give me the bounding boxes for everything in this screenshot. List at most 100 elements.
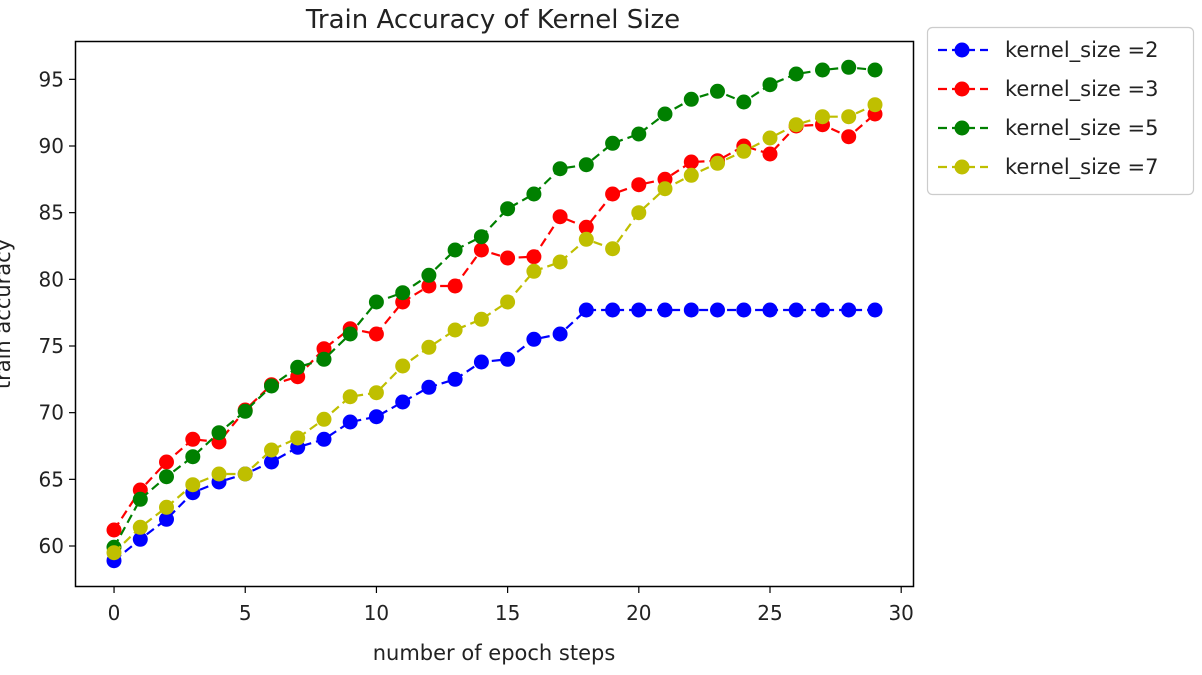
series-3 — [106, 59, 883, 555]
y-tick-label: 65 — [39, 467, 64, 491]
data-point — [132, 491, 148, 507]
x-tick-label: 30 — [888, 601, 913, 625]
legend-entry-3: kernel_size =5 — [938, 116, 1159, 141]
data-point — [867, 62, 883, 78]
data-point — [578, 219, 594, 235]
data-point — [500, 294, 516, 310]
data-point — [342, 389, 358, 405]
data-point — [815, 109, 830, 125]
data-point — [159, 454, 174, 470]
data-point — [395, 358, 411, 374]
data-point — [631, 126, 647, 142]
data-point — [657, 302, 673, 318]
data-point — [290, 430, 306, 446]
data-point — [185, 431, 201, 447]
data-point — [159, 469, 174, 485]
data-point — [841, 59, 857, 75]
legend-label: kernel_size =5 — [1005, 116, 1159, 141]
data-point — [368, 385, 384, 401]
data-point — [316, 431, 332, 447]
data-point — [657, 106, 673, 122]
data-point — [500, 250, 516, 266]
data-point — [578, 231, 594, 247]
data-point — [526, 331, 542, 347]
data-point — [316, 341, 332, 357]
data-point — [421, 278, 437, 294]
data-point — [185, 449, 201, 465]
data-point — [447, 371, 463, 387]
data-point — [710, 83, 725, 99]
series-layer — [106, 59, 883, 569]
data-point — [211, 425, 227, 441]
data-point — [447, 278, 463, 294]
data-point — [788, 66, 804, 82]
data-point — [211, 466, 227, 482]
data-point — [736, 302, 752, 318]
data-point — [762, 146, 778, 162]
data-point — [867, 302, 883, 318]
data-point — [841, 109, 857, 125]
data-point — [421, 267, 437, 283]
data-point — [368, 326, 384, 342]
data-point — [841, 302, 857, 318]
data-point — [159, 511, 174, 527]
data-point — [264, 454, 279, 470]
data-point — [395, 394, 411, 410]
data-point — [710, 155, 725, 171]
data-point — [106, 545, 122, 561]
data-point — [264, 442, 279, 458]
data-point — [710, 302, 725, 318]
data-point — [841, 129, 857, 145]
data-point — [421, 339, 437, 355]
series-1 — [106, 302, 883, 569]
data-point — [473, 311, 489, 327]
data-point — [264, 378, 279, 394]
x-tick-label: 20 — [626, 601, 651, 625]
legend-label: kernel_size =2 — [1005, 38, 1159, 63]
x-tick-label: 5 — [239, 601, 252, 625]
data-point — [605, 186, 621, 202]
series-line-1 — [113, 308, 875, 562]
data-point — [237, 403, 253, 419]
legend-entry-4: kernel_size =7 — [938, 155, 1159, 180]
data-point — [683, 154, 699, 170]
data-point — [132, 519, 148, 535]
data-point — [578, 157, 594, 173]
legend-marker-swatch — [954, 42, 970, 58]
x-axis-label: number of epoch steps — [373, 641, 616, 665]
series-4 — [106, 97, 883, 561]
y-tick-label: 60 — [39, 534, 64, 558]
data-point — [159, 499, 174, 515]
x-axis-ticks: 0 5 10 15 20 25 30 — [108, 586, 914, 625]
data-point — [683, 302, 699, 318]
data-point — [815, 62, 830, 78]
data-point — [683, 91, 699, 107]
data-point — [605, 241, 621, 257]
x-tick-label: 25 — [757, 601, 782, 625]
data-point — [605, 135, 621, 151]
legend: kernel_size =2 kernel_size =3 kernel_size … — [926, 26, 1195, 196]
data-point — [342, 414, 358, 430]
data-point — [368, 294, 384, 310]
data-point — [316, 351, 332, 367]
data-point — [316, 411, 332, 427]
data-point — [473, 242, 489, 258]
data-point — [762, 130, 778, 146]
chart-title: Train Accuracy of Kernel Size — [305, 5, 680, 35]
data-point — [736, 94, 752, 110]
legend-marker-swatch — [954, 159, 970, 175]
data-point — [395, 285, 411, 301]
y-tick-label: 75 — [39, 334, 64, 358]
data-point — [683, 167, 699, 183]
data-point — [185, 477, 201, 493]
y-tick-label: 85 — [39, 201, 64, 225]
data-point — [657, 181, 673, 197]
data-point — [421, 379, 437, 395]
y-tick-label: 95 — [39, 67, 64, 91]
data-point — [552, 326, 568, 342]
data-point — [342, 326, 358, 342]
data-point — [815, 302, 830, 318]
data-point — [447, 322, 463, 338]
series-line-2 — [113, 113, 876, 531]
